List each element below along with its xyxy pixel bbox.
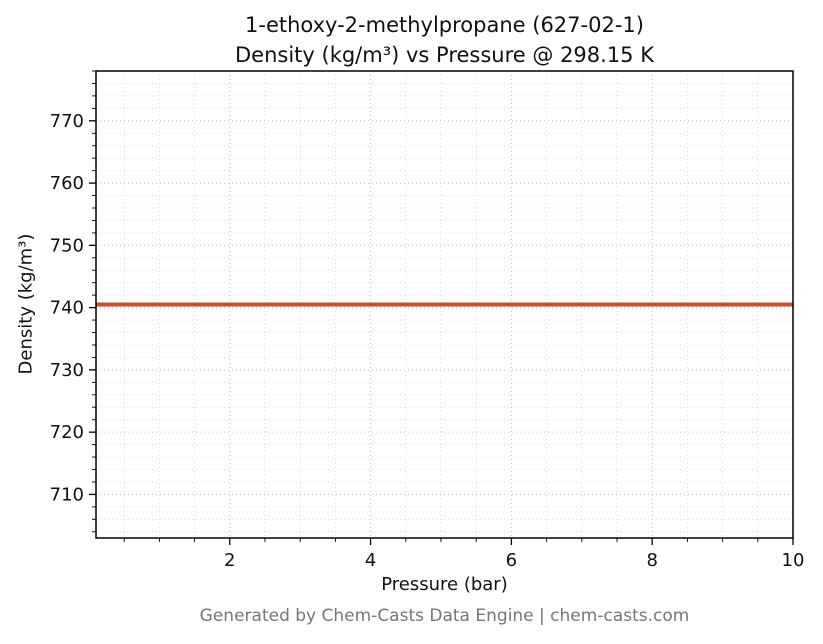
x-tick-label: 10	[782, 550, 805, 571]
y-tick-label: 750	[50, 235, 84, 256]
y-tick-label: 760	[50, 173, 84, 194]
chart-title: 1-ethoxy-2-methylpropane (627-02-1) Dens…	[96, 10, 793, 70]
plot-frame	[95, 70, 794, 539]
y-tick-label: 720	[50, 422, 84, 443]
footer-credit: Generated by Chem-Casts Data Engine | ch…	[199, 606, 690, 626]
x-tick-label: 8	[646, 550, 657, 571]
x-tick-label: 4	[365, 550, 376, 571]
y-tick-label: 730	[50, 360, 84, 381]
chart-title-line1: 1-ethoxy-2-methylpropane (627-02-1)	[245, 13, 644, 37]
y-tick-label: 710	[50, 484, 84, 505]
chart-title-line2: Density (kg/m³) vs Pressure @ 298.15 K	[234, 43, 654, 67]
y-axis-label: Density (kg/m³)	[15, 233, 37, 375]
x-axis-label: Pressure (bar)	[381, 574, 508, 595]
x-tick-label: 2	[224, 550, 235, 571]
y-tick-label: 740	[50, 298, 84, 319]
y-tick-label: 770	[50, 111, 84, 132]
x-tick-label: 6	[506, 550, 517, 571]
